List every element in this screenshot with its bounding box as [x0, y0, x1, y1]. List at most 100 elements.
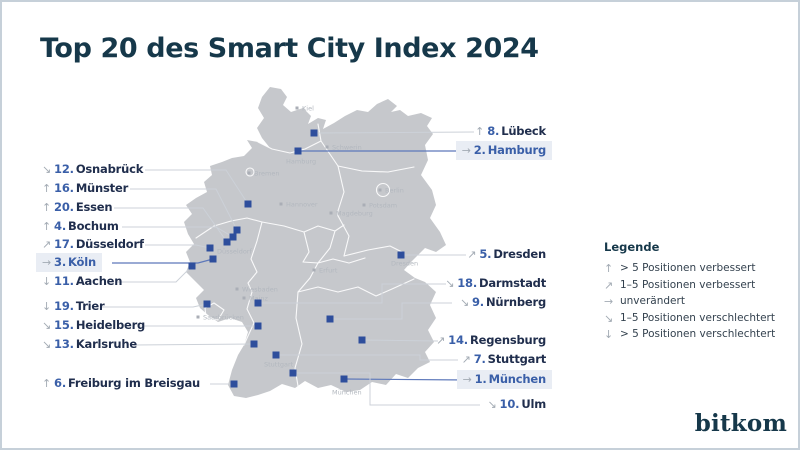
city-marker-luebeck	[310, 129, 318, 137]
state-capital-label: Erfurt	[319, 266, 338, 274]
state-capital-label: Mainz	[249, 294, 269, 302]
city-marker-osnabrueck	[244, 200, 252, 208]
city-rank: 16.	[54, 181, 74, 195]
trend-unchanged-icon: →	[462, 373, 472, 386]
city-label-dresden: ↗ 5. Dresden	[461, 245, 552, 264]
city-marker-duesseldorf	[206, 244, 214, 252]
city-marker-freiburg-im-breisgau	[230, 380, 238, 388]
trend-up-strong-icon: ↑	[42, 377, 52, 390]
trend-up-strong-icon: ↑	[475, 125, 485, 138]
leader-line-muenster	[130, 188, 238, 231]
page-title: Top 20 des Smart City Index 2024	[40, 33, 539, 64]
city-label-bochum: ↑ 4. Bochum	[36, 217, 125, 236]
leader-line-aachen	[116, 265, 193, 283]
city-label-koeln: → 3. Köln	[36, 253, 102, 272]
state-capital-dot	[247, 171, 251, 175]
city-rank: 12.	[54, 162, 74, 176]
city-name: Freiburg im Breisgau	[68, 376, 201, 390]
city-name: Essen	[75, 200, 113, 214]
city-name: Heidelberg	[75, 318, 146, 332]
city-name: Bochum	[68, 219, 119, 233]
city-marker-ulm	[289, 369, 297, 377]
city-rank: 8.	[487, 124, 500, 138]
city-name: Düsseldorf	[75, 237, 144, 251]
state-capital-label: Magdeburg	[336, 209, 373, 217]
leader-line-nuernberg	[330, 302, 452, 320]
state-capital-label: München	[332, 388, 362, 396]
leader-line-ulm	[293, 372, 480, 406]
city-rank: 17.	[54, 237, 74, 251]
state-capital-label: Schwerin	[332, 143, 362, 151]
state-capital-hamburg: Hamburg	[286, 157, 316, 165]
city-marker-regensburg	[358, 336, 366, 344]
state-capital-erfurt: Erfurt	[312, 266, 338, 274]
trend-up-strong-icon: ↑	[42, 182, 52, 195]
legend-item-label: 1–5 Positionen verbessert	[620, 278, 756, 291]
trend-unchanged-icon: →	[461, 144, 471, 157]
state-capital-magdeburg: Magdeburg	[329, 209, 373, 217]
city-marker-muenchen	[340, 375, 348, 383]
state-capital-bremen: Bremen	[247, 169, 279, 177]
state-capital-label: Saarbrücken	[203, 313, 244, 321]
trend-down-icon: ↘	[459, 296, 469, 309]
city-marker-dresden	[397, 251, 405, 259]
state-capital-label: Dresden	[391, 259, 418, 267]
state-capital-label: Düsseldorf	[217, 247, 252, 255]
city-rank: 9.	[472, 295, 484, 309]
city-rank: 2.	[473, 143, 486, 157]
bitkom-logo: bitkom	[694, 410, 787, 437]
legend-item: ↘ 1–5 Positionen verschlechtert	[604, 312, 794, 324]
state-capital-dot	[279, 202, 283, 206]
trend-up-strong-icon: ↑	[42, 201, 52, 214]
state-capital-hannover: Hannover	[279, 200, 318, 208]
city-marker-darmstadt	[254, 299, 262, 307]
leader-line-essen	[114, 207, 228, 243]
state-capital-label: Wiesbaden	[242, 285, 278, 293]
city-label-luebeck: ↑ 8. Lübeck	[469, 122, 552, 141]
city-rank: 4.	[54, 219, 67, 233]
city-label-heidelberg: ↘ 15. Heidelberg	[36, 316, 151, 335]
city-marker-karlsruhe	[250, 340, 258, 348]
state-capital-label: Berlin	[385, 186, 404, 194]
trend-up-icon: ↗	[436, 334, 446, 347]
state-capital-dot	[235, 287, 239, 291]
leader-line-darmstadt	[258, 283, 446, 304]
legend-item-label: > 5 Positionen verschlechtert	[620, 328, 776, 340]
city-rank: 20.	[54, 200, 74, 214]
city-rank: 1.	[474, 372, 487, 386]
city-label-darmstadt: ↘ 18. Darmstadt	[439, 274, 552, 293]
state-capital-label: Stuttgart	[264, 360, 294, 368]
city-rank: 5.	[479, 247, 492, 261]
trend-unchanged-icon: →	[604, 295, 614, 308]
city-label-ulm: ↘ 10. Ulm	[482, 395, 552, 414]
city-marker-heidelberg	[254, 322, 262, 330]
city-marker-nuernberg	[326, 315, 334, 323]
trend-down-strong-icon: ↓	[604, 328, 614, 341]
legend-item: ↗ 1–5 Positionen verbessert	[604, 278, 794, 291]
city-label-nuernberg: ↘ 9. Nürnberg	[454, 293, 552, 312]
city-rank: 10.	[499, 397, 520, 411]
leader-line-bochum	[122, 226, 234, 238]
trend-up-icon: ↗	[467, 248, 477, 261]
city-label-aachen: ↓ 11. Aachen	[36, 272, 128, 291]
city-name: Karlsruhe	[75, 337, 137, 351]
city-name: Ulm	[521, 397, 546, 411]
leader-line-koeln	[112, 258, 214, 264]
bremen-enclave-outline	[245, 167, 255, 177]
state-capital-label: Hannover	[286, 200, 318, 208]
legend-title: Legende	[604, 240, 660, 254]
state-capital-stuttgart: Stuttgart	[264, 360, 294, 368]
state-capital-kiel: Kiel	[295, 104, 314, 112]
city-name: Aachen	[75, 274, 123, 288]
state-capital-label: Potsdam	[369, 201, 397, 209]
city-name: Darmstadt	[479, 276, 546, 290]
state-capital-schwerin: Schwerin	[325, 143, 362, 151]
legend-item: ↑ > 5 Positionen verbessert	[604, 263, 794, 275]
leader-line-duesseldorf	[145, 244, 211, 249]
city-label-duesseldorf: ↗ 17. Düsseldorf	[36, 235, 150, 254]
city-rank: 6.	[54, 376, 67, 390]
city-marker-muenster	[233, 226, 241, 234]
city-marker-bochum	[229, 233, 237, 241]
trend-up-strong-icon: ↑	[42, 220, 52, 233]
